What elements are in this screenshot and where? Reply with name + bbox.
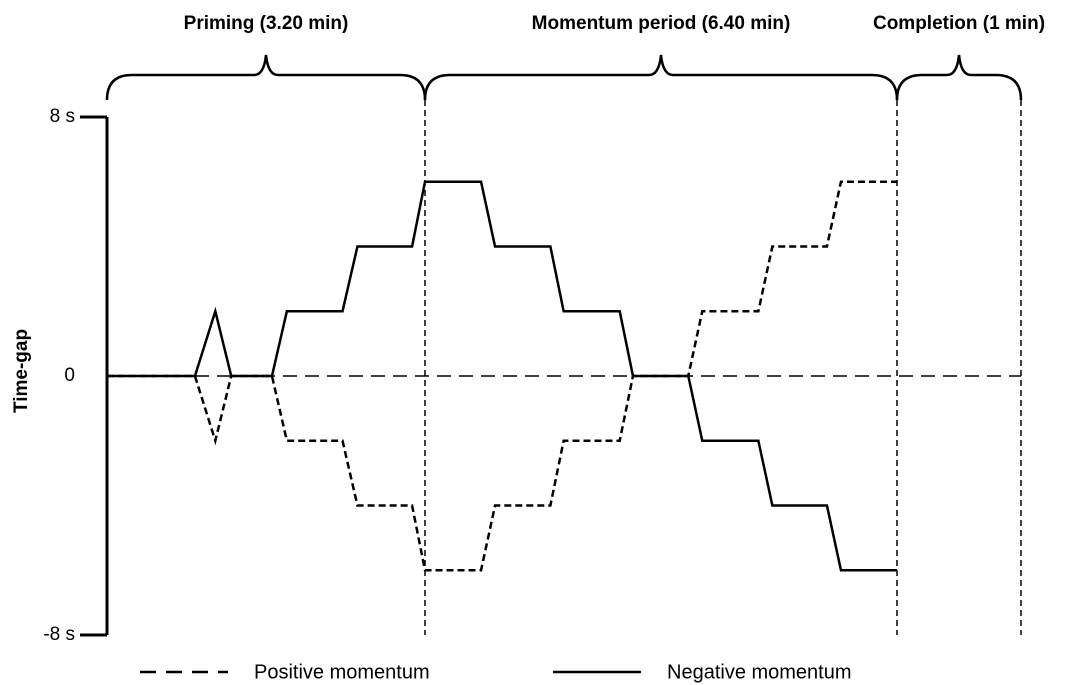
phase-brace — [895, 54, 1023, 101]
phase-label: Momentum period (6.40 min) — [532, 13, 791, 34]
phase-label: Priming (3.20 min) — [184, 13, 349, 34]
phase-label: Completion (1 min) — [873, 13, 1045, 34]
y-tick-label: -8 s — [43, 624, 75, 645]
y-tick-label: 0 — [64, 365, 75, 386]
legend-label: Negative momentum — [667, 661, 852, 683]
y-axis-title: Time-gap — [11, 329, 32, 413]
phase-brace — [105, 54, 427, 101]
series-line — [107, 180, 897, 572]
phase-brace — [423, 54, 899, 101]
series-line — [107, 180, 897, 572]
y-tick-label: 8 s — [50, 106, 75, 127]
legend-label: Positive momentum — [254, 661, 430, 683]
